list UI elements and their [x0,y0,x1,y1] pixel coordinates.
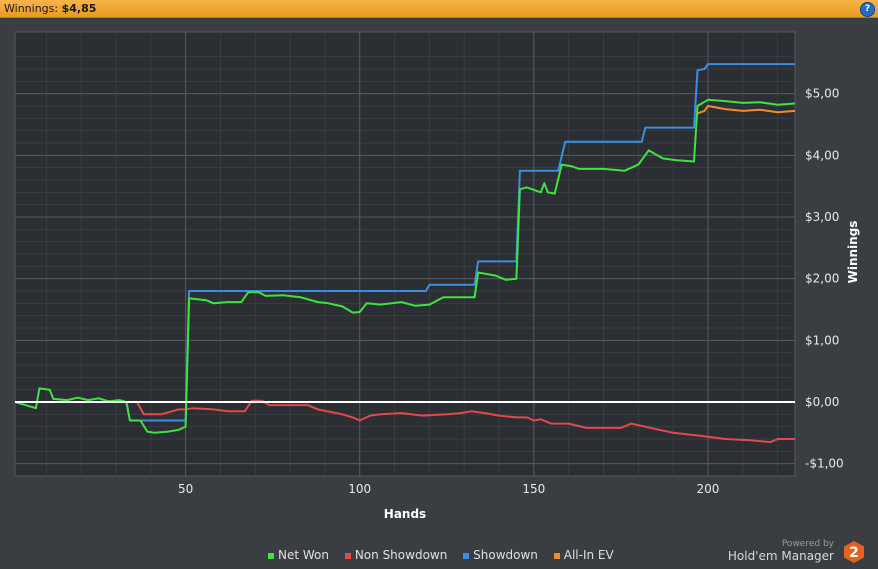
y-tick-label: $0,00 [805,395,839,409]
legend-net-won[interactable]: Net Won [268,548,329,562]
brand-badge: 2 [849,545,859,561]
hem2-logo-icon: 2 [844,541,864,563]
legend-non-showdown[interactable]: Non Showdown [344,548,448,562]
legend-all-in-ev[interactable]: All-In EV [553,548,614,562]
y-tick-label: -$1,00 [805,457,844,471]
y-tick-label: $5,00 [805,87,839,101]
winnings-label: Winnings: [4,2,59,15]
legend-swatch [268,552,274,559]
x-tick-label: 50 [178,482,193,496]
x-tick-label: 200 [696,482,719,496]
legend-swatch [553,552,560,559]
branding: Powered by Hold'em Manager [728,539,834,563]
winnings-header-bar: Winnings: $4,85 ? [0,0,878,18]
y-tick-label: $4,00 [805,148,839,162]
chart-legend: Net Won Non Showdown Showdown All-In EV [268,548,626,562]
legend-label: Showdown [473,548,538,562]
legend-label: All-In EV [563,548,614,562]
legend-swatch [463,552,470,559]
y-axis-label: Winnings [846,221,860,284]
y-tick-label: $2,00 [805,272,839,286]
help-icon[interactable]: ? [860,2,875,17]
legend-label: Non Showdown [354,548,448,562]
powered-by-text: Powered by [781,539,834,549]
y-tick-label: $3,00 [805,210,839,224]
winnings-graph: 50 100 150 200 -$1,00 $0,00 $1,00 $2,00 $3,00 $4,… [14,31,860,521]
brand-name: Hold'em Manager [727,549,834,563]
series-line-non-showdown [15,399,795,444]
x-tick-label: 150 [522,482,545,496]
x-tick-label: 100 [348,482,371,496]
x-axis-label: Hands [384,507,426,521]
y-tick-label: $1,00 [805,333,839,347]
series-line-all-in-ev [697,105,796,115]
legend-swatch [344,552,351,559]
legend-showdown[interactable]: Showdown [463,548,538,562]
winnings-value: $4,85 [61,2,97,15]
winnings-summary: Winnings: $4,85 [4,2,96,15]
legend-label: Net Won [278,548,329,562]
